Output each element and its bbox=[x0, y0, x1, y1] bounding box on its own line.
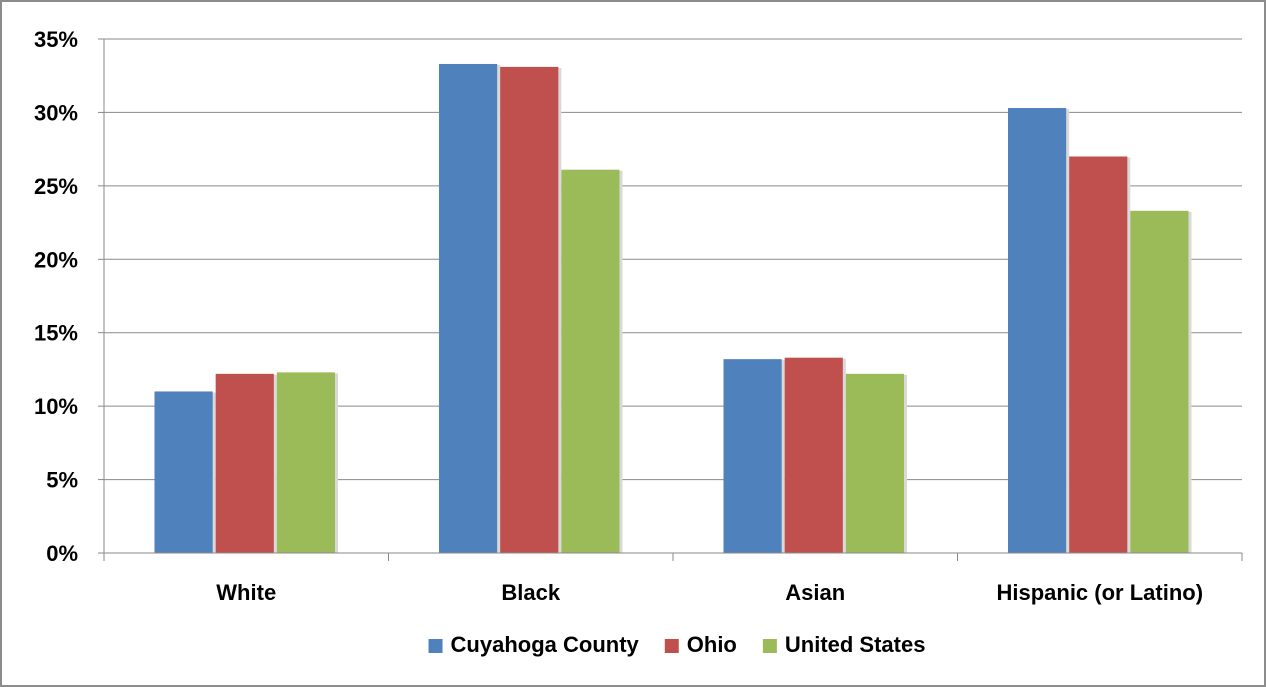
legend-label: Cuyahoga County bbox=[451, 632, 640, 657]
bar bbox=[1130, 210, 1189, 553]
legend-label: Ohio bbox=[687, 632, 737, 657]
legend: Cuyahoga County Ohio United States bbox=[428, 632, 926, 657]
y-tick-label: 20% bbox=[34, 247, 78, 272]
bar bbox=[438, 63, 498, 554]
x-tick-label: Hispanic (or Latino) bbox=[996, 580, 1203, 605]
legend-swatch bbox=[428, 639, 443, 653]
y-tick-label: 30% bbox=[34, 100, 78, 125]
bar bbox=[845, 373, 905, 553]
bar bbox=[215, 373, 274, 553]
legend-item: United States bbox=[762, 632, 926, 657]
legend-item: Cuyahoga County bbox=[428, 632, 640, 657]
x-tick-label: Asian bbox=[785, 580, 845, 605]
y-tick-label: 5% bbox=[46, 468, 78, 493]
y-tick-label: 10% bbox=[34, 394, 78, 419]
bar bbox=[1069, 156, 1128, 553]
bar bbox=[1007, 108, 1067, 553]
bar bbox=[784, 357, 843, 553]
y-tick-label: 15% bbox=[34, 321, 78, 346]
legend-item: Ohio bbox=[664, 632, 737, 657]
bar bbox=[723, 359, 782, 553]
legend-swatch bbox=[664, 639, 679, 653]
bar bbox=[154, 391, 213, 553]
legend-swatch bbox=[762, 639, 777, 653]
x-tick-label: Black bbox=[501, 580, 560, 605]
bar bbox=[500, 66, 559, 553]
y-tick-label: 35% bbox=[34, 27, 78, 52]
bars bbox=[154, 63, 1192, 554]
y-tick-label: 0% bbox=[46, 541, 78, 566]
y-tick-label: 25% bbox=[34, 174, 78, 199]
bar bbox=[276, 372, 336, 553]
x-tick-label: White bbox=[216, 580, 276, 605]
bar bbox=[561, 169, 620, 553]
axes: 0% 5% 10% 15% 20% 25% 30% 35% White Black Asian His… bbox=[34, 27, 1243, 605]
legend-label: United States bbox=[785, 632, 926, 657]
